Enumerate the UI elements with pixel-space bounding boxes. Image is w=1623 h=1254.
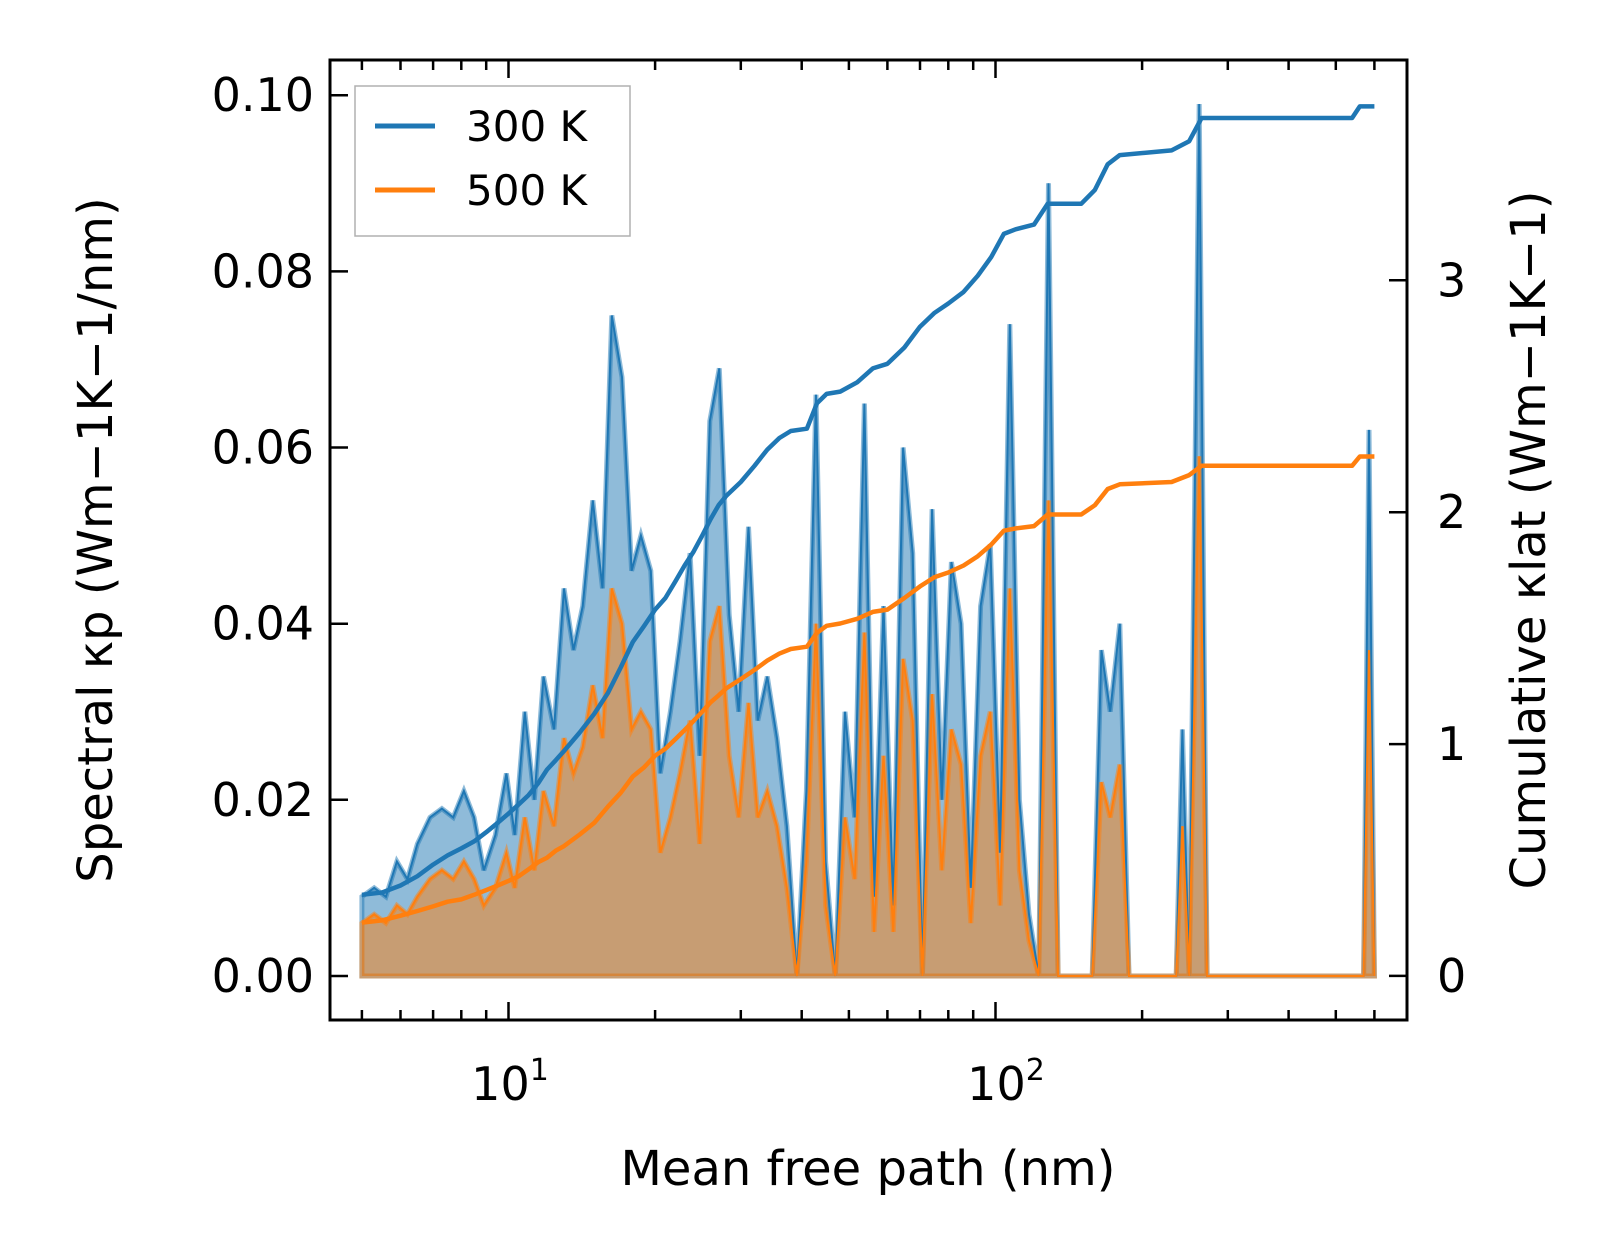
x-tick-labels: 101 102 [471, 1053, 1045, 1111]
cumulative-line-300k [361, 104, 1375, 898]
plot-frame [328, 58, 1409, 1022]
y-left-tick-label: 0.06 [212, 421, 314, 475]
y-left-tick-label: 0.10 [212, 68, 314, 122]
legend-box [354, 85, 631, 237]
x-tick-label-100: 102 [967, 1053, 1045, 1111]
y-right-tick-labels: 0 1 2 3 [1437, 253, 1466, 1003]
y-right-tick-label: 2 [1437, 485, 1466, 539]
y-left-tick-label: 0.00 [212, 949, 314, 1003]
y-left-tick-label: 0.08 [212, 244, 314, 298]
cumulative-line-layer [361, 104, 1375, 925]
y-left-axis-title: Spectral κp (Wm−1K−1/nm) [68, 197, 124, 882]
spectral-line-500k [361, 456, 1376, 977]
y-right-tick-label: 0 [1437, 949, 1466, 1003]
cumulative-line-500k [361, 454, 1375, 925]
x-tick-label-10: 101 [471, 1053, 549, 1111]
legend: 300 K 500 K [354, 85, 631, 237]
spectral-line-300k [361, 103, 1376, 977]
y-left-tick-label: 0.04 [212, 597, 314, 651]
y-left-tick-label: 0.02 [212, 773, 314, 827]
y-right-axis-title: Cumulative κlat (Wm−1K−1) [1501, 191, 1557, 890]
legend-label-500k: 500 K [466, 166, 589, 215]
y-right-tick-label: 3 [1437, 253, 1466, 307]
tick-layer [330, 60, 1409, 1020]
x-axis-title: Mean free path (nm) [621, 1141, 1116, 1197]
y-left-tick-labels: 0.00 0.02 0.04 0.06 0.08 0.10 [212, 68, 314, 1003]
y-right-tick-label: 1 [1437, 717, 1466, 771]
legend-label-300k: 300 K [466, 102, 589, 151]
spectral-line-layer [361, 103, 1376, 977]
